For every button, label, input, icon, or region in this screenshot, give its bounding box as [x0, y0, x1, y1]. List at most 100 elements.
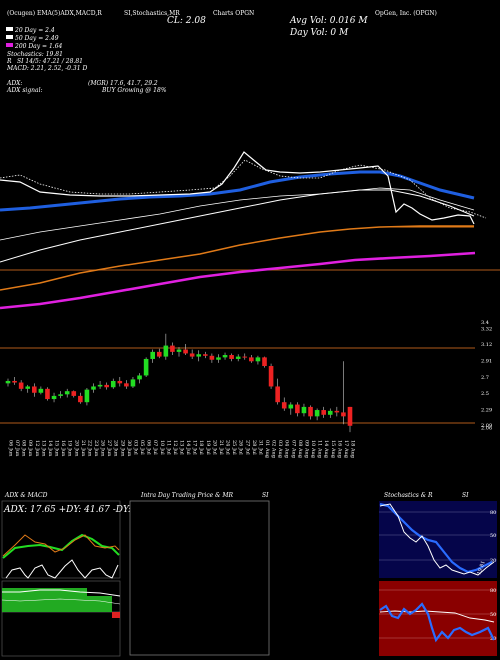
- candlestick-panel: 3.43.32 3.12 2.91 2.7 2.5 2.29 2.092.06 06 Jun…: [0, 320, 492, 459]
- date-tick-label: 02 Aug: [271, 440, 277, 459]
- date-tick-label: 15 Aug: [330, 440, 336, 459]
- candle-body: [275, 386, 280, 403]
- date-tick-label: 14 Aug: [323, 440, 329, 459]
- candle-body: [38, 388, 44, 393]
- date-tick-label: 18 Aug: [350, 440, 356, 459]
- candle-body: [295, 404, 300, 414]
- candle-body: [156, 351, 162, 357]
- date-tick-label: 07 Jun: [14, 440, 20, 457]
- date-tick-label: 16 Aug: [336, 440, 342, 459]
- price-tick-label: 2.29: [481, 407, 492, 413]
- stoch-tick: 20: [490, 558, 496, 564]
- date-tick-label: 14 Jun: [47, 440, 53, 457]
- date-tick-label: 19 Jun: [67, 440, 73, 457]
- candle-body: [341, 412, 346, 417]
- macd-histogram-bar: [112, 612, 120, 618]
- intraday-frame: [129, 500, 270, 656]
- rsi-value: SI 14/5: 47.21 / 28.81: [17, 58, 83, 65]
- rsi-line-white: [379, 610, 495, 623]
- candle-body: [189, 353, 195, 357]
- date-tick-label: 24 Jul: [225, 440, 231, 455]
- price-tick-label: 3.32: [481, 326, 492, 332]
- date-tick-label: 06 Jun: [8, 440, 14, 457]
- date-tick-label: 05 Jul: [139, 440, 145, 455]
- date-tick-label: 22 Jun: [86, 440, 92, 457]
- ma200-label: 200 Day = 1.64: [14, 43, 63, 50]
- date-tick-label: 06 Jul: [146, 440, 152, 455]
- date-tick-label: 21 Jun: [80, 440, 86, 457]
- date-tick-label: 17 Jul: [192, 440, 198, 455]
- date-tick-label: 11 Jul: [165, 440, 171, 455]
- intraday-panel: Intra Day Trading Price & MR SI: [129, 492, 270, 656]
- date-tick-label: 19 Jul: [205, 440, 211, 455]
- ema-white-mid-line: [0, 187, 475, 241]
- price-tick-label: 2.7: [481, 375, 489, 381]
- adx-panel-frame: [1, 500, 121, 579]
- candle-body: [58, 394, 63, 396]
- adx-line-white: [5, 559, 119, 579]
- macd-signal-line: [1, 598, 121, 605]
- candle-body: [255, 357, 261, 362]
- candle-body: [12, 380, 17, 383]
- price-ema5-line: [0, 151, 475, 225]
- date-tick-label: 17 Aug: [343, 440, 349, 459]
- date-tick-label: 10 Aug: [310, 440, 316, 459]
- header: (Ocugen) EMA(5)ADX,MACD,R SI,Stochastics…: [6, 10, 437, 94]
- date-tick-label: 01 Aug: [264, 440, 270, 459]
- candle-body: [25, 386, 31, 389]
- candle-body: [327, 410, 333, 415]
- candle-body: [104, 384, 109, 388]
- candle-body: [45, 388, 50, 400]
- adx-line-orange: [2, 534, 120, 557]
- candle-body: [64, 391, 70, 395]
- date-tick-label: 27 Jul: [244, 440, 250, 455]
- adx-label: ADX:: [6, 80, 22, 87]
- candle-body: [91, 386, 96, 390]
- rsi-line-blue: [379, 602, 495, 643]
- candle-body: [314, 410, 320, 417]
- date-tick-label: 13 Jun: [40, 440, 46, 457]
- candle-body: [71, 391, 77, 396]
- date-tick-label: 20 Jun: [73, 440, 79, 457]
- date-tick-label: 09 Jun: [27, 440, 33, 457]
- candle-body: [5, 380, 11, 384]
- date-tick-label: 28 Jul: [251, 440, 257, 455]
- candle-body: [262, 357, 267, 367]
- date-tick-label: 12 Jul: [172, 440, 178, 455]
- date-tick-label: 10 Jul: [159, 440, 165, 455]
- candle-body: [242, 356, 248, 358]
- intraday-title-right: SI: [262, 492, 269, 499]
- macd-panel-frame: [1, 580, 121, 657]
- adx-macd-title: ADX & MACD: [4, 492, 48, 499]
- candle-body: [176, 349, 182, 352]
- avg-vol-label: Avg Vol: 0.016 M: [289, 16, 368, 26]
- candle-body: [143, 358, 149, 376]
- date-tick-label: 09 Aug: [303, 440, 309, 459]
- date-tick-label: 03 Jul: [132, 440, 138, 455]
- close-label: CL: 2.08: [167, 16, 206, 26]
- price-tick-label: 2.06: [481, 425, 492, 431]
- candle-body: [170, 345, 175, 352]
- date-tick-label: 03 Aug: [277, 440, 283, 459]
- ema-white-lower-line: [0, 189, 475, 263]
- price-tick-label: 3.12: [481, 342, 492, 348]
- header-top-right: OpGen, Inc. (OPGN): [375, 10, 437, 17]
- moving-averages: [0, 151, 500, 310]
- date-tick-label: 31 Jul: [257, 440, 263, 455]
- stoch-label: Stochastics: 19.81: [7, 51, 63, 58]
- candle-body: [117, 380, 123, 384]
- date-tick-label: 28 Jun: [113, 440, 119, 457]
- candle-body: [150, 351, 155, 359]
- candle-body: [183, 349, 188, 354]
- candle-body: [110, 380, 116, 388]
- adx-signal-label: ADX signal:: [6, 87, 43, 94]
- date-tick-label: 21 Jul: [218, 440, 224, 455]
- macd-line-white: [2, 589, 121, 597]
- ema-dotted-line: [0, 159, 487, 219]
- adx-value: (MGR) 17.6, 41.7, 29.2: [88, 80, 158, 87]
- candle-body: [130, 379, 136, 387]
- stochastics-panel: Stochastics & R SI 80 50 20 19.81 80 50 …: [379, 492, 497, 656]
- candle-body: [235, 356, 241, 359]
- candle-body: [288, 404, 294, 409]
